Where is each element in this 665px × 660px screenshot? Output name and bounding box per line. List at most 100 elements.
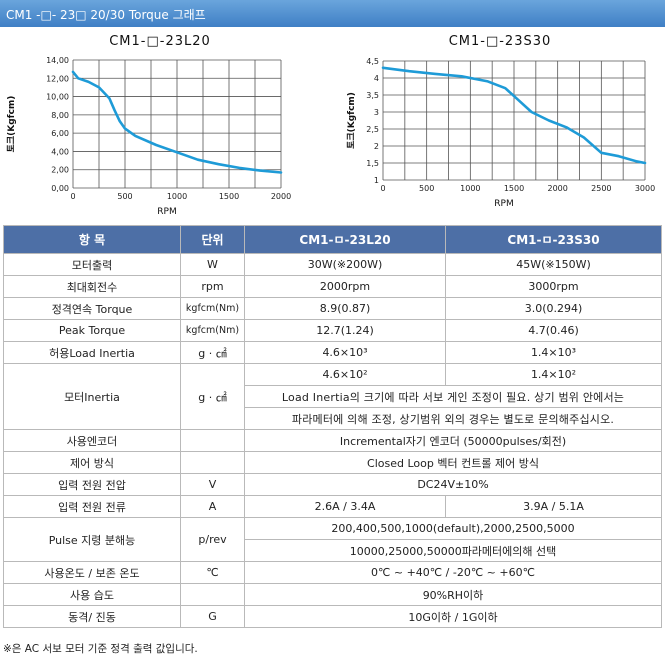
row-unit: ℃ <box>180 561 245 584</box>
row-s30-value: 1.4×10³ <box>445 341 662 364</box>
row-span-value: Incremental자기 엔코더 (50000pulses/회전) <box>244 429 662 452</box>
row-unit: G <box>180 605 245 628</box>
row-l20-value: 30W(※200W) <box>244 253 446 276</box>
series-line <box>71 70 283 174</box>
table-row: 제어 방식 Closed Loop 벡터 컨트롤 제어 방식 <box>3 451 662 474</box>
row-l20-value: 8.9(0.87) <box>244 297 446 320</box>
row-s30-value: 3.9A / 5.1A <box>445 495 662 518</box>
y-tick-label: 4 <box>374 74 379 83</box>
row-s30-value: 1.4×10² <box>445 363 662 386</box>
row-span-value: DC24V±10% <box>244 473 662 496</box>
x-tick-label: 0 <box>380 184 385 193</box>
x-axis-label: RPM <box>157 207 176 217</box>
header-l20: CM1-ㅁ-23L20 <box>244 225 446 254</box>
x-tick-label: 2000 <box>271 192 291 201</box>
table-row: 입력 전원 전압 V DC24V±10% <box>3 473 662 496</box>
y-tick-label: 1 <box>374 176 379 185</box>
table-row: 사용온도 / 보존 온도 ℃ 0℃ ~ +40℃ / -20℃ ~ +60℃ <box>3 561 662 584</box>
row-item: 최대회전수 <box>3 275 181 298</box>
row-s30-value: 3.0(0.294) <box>445 297 662 320</box>
table-row: 모터출력 W 30W(※200W) 45W(※150W) <box>3 253 662 276</box>
row-s30-value: 4.7(0.46) <box>445 319 662 342</box>
chart-title: CM1-□-23L20 <box>109 34 211 49</box>
row-l20-value: 2000rpm <box>244 275 446 298</box>
row-unit: g · ㎠ <box>180 341 245 364</box>
y-tick-label: 12,00 <box>46 74 69 83</box>
row-s30-value: 45W(※150W) <box>445 253 662 276</box>
series-line <box>381 66 647 165</box>
row-l20-value: 2.6A / 3.4A <box>244 495 446 518</box>
table-row: Pulse 지령 분해능 p/rev 200,400,500,1000(defa… <box>3 517 662 562</box>
row-unit: W <box>180 253 245 276</box>
table-row: 10000,25000,50000파라메터에의해 선택 <box>4 539 662 562</box>
inertia-note-line2: 파라메터에 의해 조정, 상기범위 외의 경우는 별도로 문의해주십시오. <box>244 407 662 430</box>
row-item: 모터Inertia <box>3 363 181 430</box>
row-item: 허용Load Inertia <box>3 341 181 364</box>
table-row: 입력 전원 전류 A 2.6A / 3.4A 3.9A / 5.1A <box>3 495 662 518</box>
row-unit <box>180 429 245 452</box>
y-tick-label: 10,00 <box>46 93 69 102</box>
row-item: Pulse 지령 분해능 <box>3 517 181 562</box>
row-unit: V <box>180 473 245 496</box>
y-tick-label: 14,00 <box>46 56 69 65</box>
y-tick-label: 1,5 <box>366 159 379 168</box>
torque-chart-s30: CM1-□-23S30 1 1,5 2 2,5 3 3,5 4 4,5 0 500 1000 1500 2… <box>340 28 660 218</box>
section-header: CM1 -□- 23□ 20/30 Torque 그래프 <box>0 0 665 27</box>
row-item: 사용온도 / 보존 온도 <box>3 561 181 584</box>
table-header-row: 항 목 단위 CM1-ㅁ-23L20 CM1-ㅁ-23S30 <box>3 225 662 254</box>
header-unit: 단위 <box>180 225 245 254</box>
y-axis-label: 토크(Kgfcm) <box>346 92 357 149</box>
torque-chart-l20-svg: CM1-□-23L20 0,00 2,00 4,00 6,00 8,00 10,00 12,0… <box>6 34 291 217</box>
row-unit <box>180 583 245 606</box>
row-span-value: 10G이하 / 1G이하 <box>244 605 662 628</box>
torque-chart-l20: CM1-□-23L20 0,00 2,00 4,00 6,00 8,00 10,00 12,0… <box>0 28 300 218</box>
row-l20-value: 4.6×10² <box>244 363 446 386</box>
row-item: 동격/ 진동 <box>3 605 181 628</box>
table-row: 모터Inertia g · ㎠ 4.6×10² 1.4×10² <box>3 363 662 430</box>
x-tick-label: 2000 <box>547 184 567 193</box>
row-item: 입력 전원 전압 <box>3 473 181 496</box>
row-unit: kgfcm(Nm) <box>180 319 245 342</box>
row-span-value: 90%RH이하 <box>244 583 662 606</box>
row-l20-value: 4.6×10³ <box>244 341 446 364</box>
table-row: 사용 습도 90%RH이하 <box>3 583 662 606</box>
row-item: 제어 방식 <box>3 451 181 474</box>
table-row: 정격연속 Torque kgfcm(Nm) 8.9(0.87) 3.0(0.29… <box>3 297 662 320</box>
header-item: 항 목 <box>3 225 181 254</box>
y-tick-label: 3,5 <box>366 91 379 100</box>
row-item: 입력 전원 전류 <box>3 495 181 518</box>
y-tick-label: 2,00 <box>51 166 69 175</box>
y-tick-label: 0,00 <box>51 184 69 193</box>
row-unit: kgfcm(Nm) <box>180 297 245 320</box>
table-row: Peak Torque kgfcm(Nm) 12.7(1.24) 4.7(0.4… <box>3 319 662 342</box>
x-tick-label: 0 <box>70 192 75 201</box>
row-unit <box>180 451 245 474</box>
table-row: 최대회전수 rpm 2000rpm 3000rpm <box>3 275 662 298</box>
y-tick-label: 8,00 <box>51 111 69 120</box>
chart-title: CM1-□-23S30 <box>449 34 552 49</box>
x-tick-label: 500 <box>117 192 132 201</box>
row-item: Peak Torque <box>3 319 181 342</box>
row-item: 사용엔코더 <box>3 429 181 452</box>
row-span-value: Closed Loop 벡터 컨트롤 제어 방식 <box>244 451 662 474</box>
torque-chart-s30-svg: CM1-□-23S30 1 1,5 2 2,5 3 3,5 4 4,5 0 500 1000 1500 2… <box>346 34 655 209</box>
table-row: 파라메터에 의해 조정, 상기범위 외의 경우는 별도로 문의해주십시오. <box>4 407 662 430</box>
row-item: 정격연속 Torque <box>3 297 181 320</box>
inertia-note-line1: Load Inertia의 크기에 따라 서보 게인 조정이 필요. 상기 범위… <box>244 385 662 408</box>
y-axis-label: 토크(Kgfcm) <box>6 96 17 153</box>
x-tick-label: 500 <box>419 184 434 193</box>
table-row: 사용엔코더 Incremental자기 엔코더 (50000pulses/회전) <box>3 429 662 452</box>
x-tick-label: 1500 <box>504 184 524 193</box>
row-item: 모터출력 <box>3 253 181 276</box>
table-row: 동격/ 진동 G 10G이하 / 1G이하 <box>3 605 662 628</box>
x-tick-label: 1000 <box>460 184 480 193</box>
x-tick-label: 1000 <box>167 192 187 201</box>
spec-table: 항 목 단위 CM1-ㅁ-23L20 CM1-ㅁ-23S30 모터출력 W 30… <box>3 225 662 628</box>
x-tick-label: 1500 <box>219 192 239 201</box>
pulse-resolution-line2: 10000,25000,50000파라메터에의해 선택 <box>244 539 662 562</box>
row-span-value: 0℃ ~ +40℃ / -20℃ ~ +60℃ <box>244 561 662 584</box>
row-unit: A <box>180 495 245 518</box>
row-unit: rpm <box>180 275 245 298</box>
row-unit: g · ㎠ <box>180 363 245 430</box>
x-tick-label: 2500 <box>591 184 611 193</box>
